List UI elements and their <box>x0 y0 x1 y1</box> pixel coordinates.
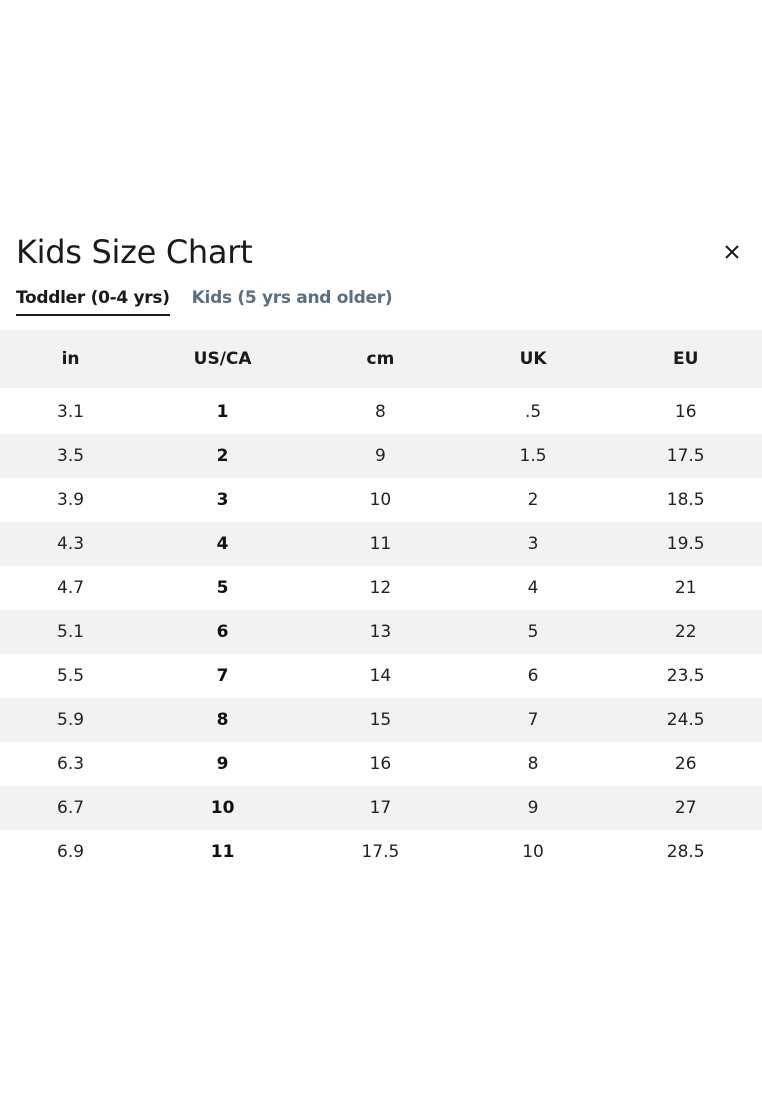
table-row: 3.1 1 8 .5 16 <box>0 390 762 434</box>
table-body: 3.1 1 8.5 16 3.5 2 9 1.5 17.5 3.9 3 10 2 18.5 4.3 4 11 3 1… <box>0 390 762 874</box>
table-header-row: in US/CA cm UK EU <box>0 330 762 388</box>
table-row: 4.7 5 12 4 21 <box>0 566 762 610</box>
cell-in: 4.7 <box>57 578 85 598</box>
cell-uk: 6 <box>527 666 539 686</box>
cell-cm: 9 <box>375 446 386 466</box>
cell-eu: 24.5 <box>666 710 705 730</box>
cell-us-ca: 9 <box>216 754 229 774</box>
tab-toddler[interactable]: Toddler (0-4 yrs) <box>16 284 170 316</box>
cell-uk: 2 <box>527 490 539 510</box>
cell-in: 4.3 <box>57 534 85 554</box>
table-row: 5.9 8 15 7 24.5 <box>0 698 762 742</box>
cell-cm: 13 <box>369 622 392 642</box>
cell-us-ca: 4 <box>216 534 229 554</box>
cell-in: 3.5 <box>57 446 85 466</box>
cell-cm: 10 <box>369 490 392 510</box>
table-row: 4.3 4 11 3 19.5 <box>0 522 762 566</box>
cell-cm: 12 <box>369 578 392 598</box>
cell-us-ca: 5 <box>216 578 229 598</box>
page-title: Kids Size Chart <box>16 233 253 271</box>
cell-uk: 8 <box>527 754 539 774</box>
cell-eu: 23.5 <box>666 666 705 686</box>
cell-eu: 28.5 <box>666 842 705 862</box>
cell-us-ca: 3 <box>216 490 229 510</box>
table-row: 6.3 9 16 8 26 <box>0 742 762 786</box>
cell-uk: .5 <box>524 402 542 422</box>
cell-eu: 22 <box>674 622 697 642</box>
cell-uk: 3 <box>527 534 539 554</box>
cell-us-ca: 10 <box>210 798 235 818</box>
cell-eu: 19.5 <box>666 534 705 554</box>
cell-eu: 26 <box>674 754 697 774</box>
cell-uk: 9 <box>527 798 539 818</box>
cell-in: 5.1 <box>57 622 85 642</box>
cell-us-ca: 7 <box>216 666 229 686</box>
cell-cm: 17 <box>369 798 392 818</box>
cell-us-ca: 2 <box>216 446 229 466</box>
cell-us-ca: 1 <box>216 402 229 422</box>
tab-kids[interactable]: Kids (5 yrs and older) <box>191 288 393 308</box>
table-row: 6.7 10 17 9 27 <box>0 786 762 830</box>
cell-in: 3.1 <box>57 402 85 422</box>
cell-in: 5.9 <box>57 710 85 730</box>
table-row: 5.5 7 14 6 23.5 <box>0 654 762 698</box>
cell-us-ca: 8 <box>216 710 229 730</box>
cell-in: 6.7 <box>57 798 85 818</box>
cell-uk: 1.5 <box>519 446 547 466</box>
cell-uk: 5 <box>527 622 539 642</box>
cell-eu: 18.5 <box>666 490 705 510</box>
cell-us-ca: 11 <box>210 842 235 862</box>
cell-cm: 16 <box>369 754 392 774</box>
cell-in: 3.9 <box>57 490 85 510</box>
close-button[interactable] <box>714 234 750 270</box>
cell-in: 5.5 <box>57 666 85 686</box>
cell-eu: 16 <box>674 402 697 422</box>
cell-cm: 15 <box>369 710 392 730</box>
table-row: 3.5 2 9 1.5 17.5 <box>0 434 762 478</box>
cell-uk: 10 <box>522 842 544 862</box>
column-header-in: in <box>61 349 80 369</box>
cell-eu: 21 <box>674 578 697 598</box>
column-header-eu: EU <box>672 349 699 369</box>
cell-uk: 4 <box>527 578 539 598</box>
cell-cm: 17.5 <box>361 842 400 862</box>
table-row: 6.9 11 17.5 10 28.5 <box>0 830 762 874</box>
cell-eu: 17.5 <box>666 446 705 466</box>
table-row: 5.1 6 13 5 22 <box>0 610 762 654</box>
cell-us-ca: 6 <box>216 622 229 642</box>
close-icon <box>725 245 739 259</box>
column-header-cm: cm <box>366 349 395 369</box>
table-row: 3.9 3 10 2 18.5 <box>0 478 762 522</box>
cell-cm: 14 <box>369 666 392 686</box>
size-table: in US/CA cm UK EU 3.1 1 8.5 16 3.5 2 9 1.5 17.5 3… <box>0 330 762 874</box>
cell-in: 6.9 <box>57 842 85 862</box>
cell-in: 6.3 <box>57 754 85 774</box>
cell-uk: 7 <box>527 710 539 730</box>
cell-cm: 11 <box>369 534 392 554</box>
column-header-us-ca: US/CA <box>193 349 252 369</box>
cell-eu: 27 <box>674 798 697 818</box>
column-header-uk: UK <box>519 349 547 369</box>
size-tabs: Toddler (0-4 yrs) Kids (5 yrs and older) <box>16 284 393 316</box>
cell-cm: 8 <box>375 402 386 422</box>
